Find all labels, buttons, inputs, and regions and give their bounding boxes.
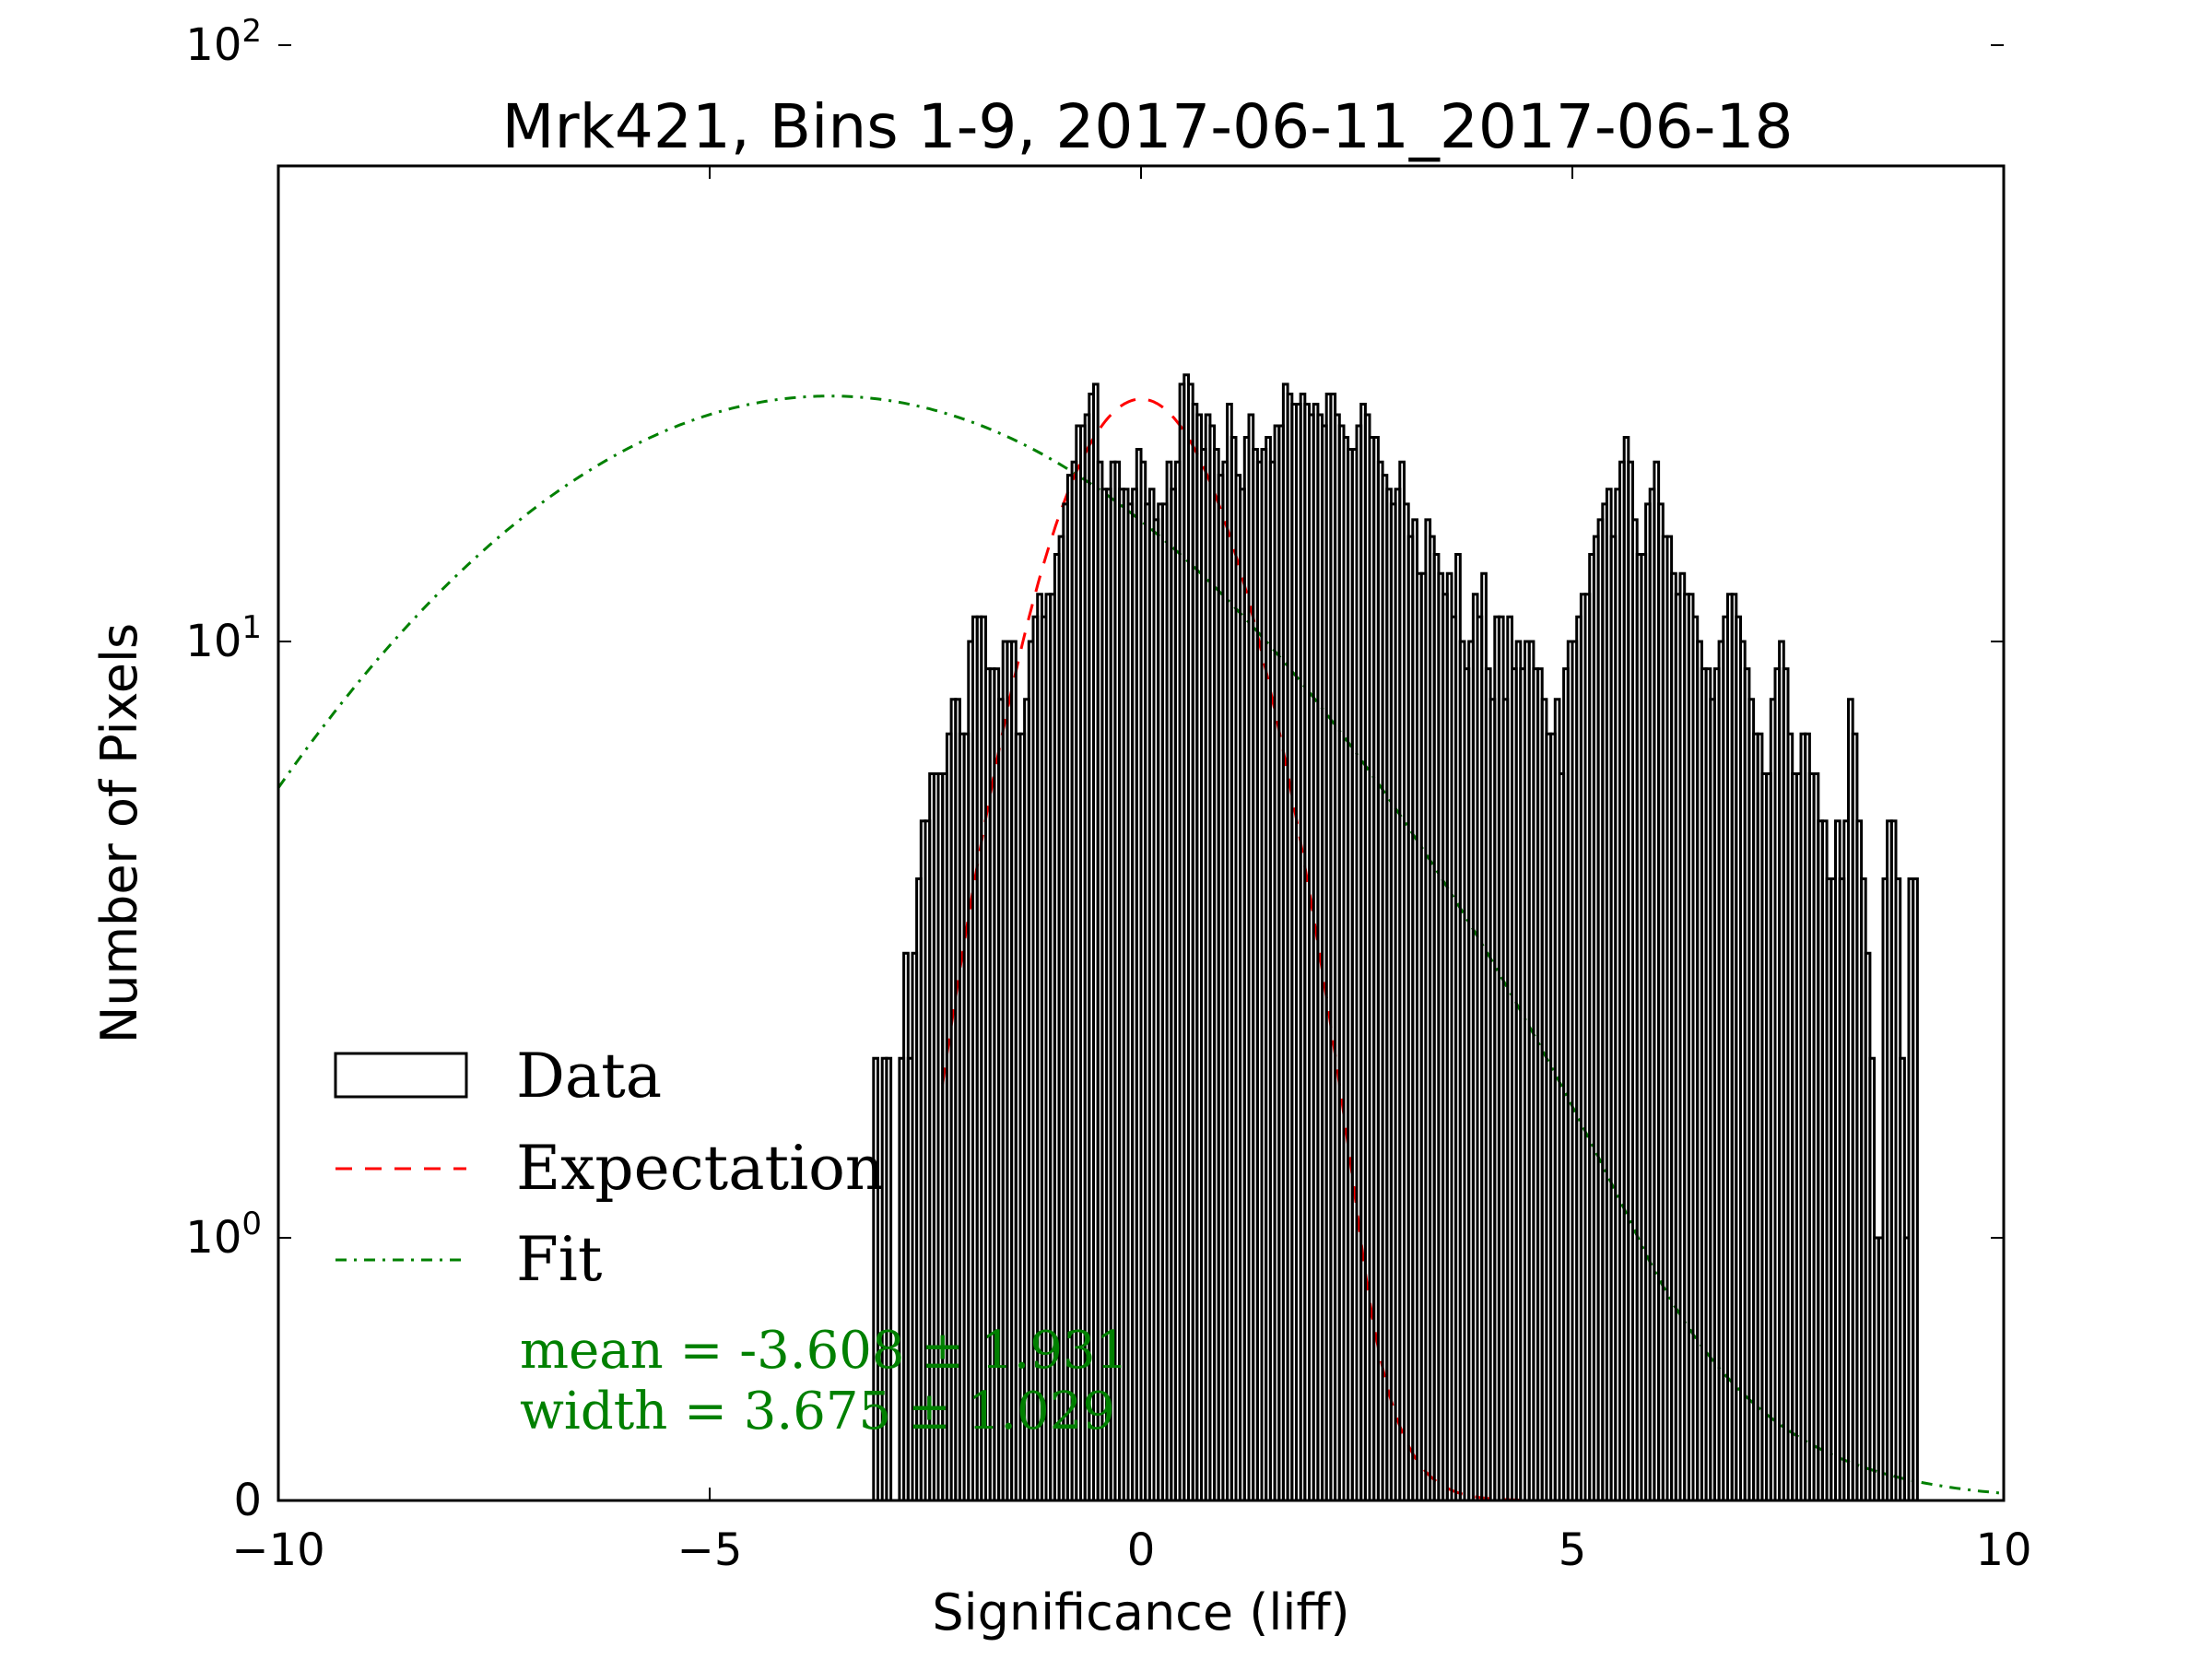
histogram-bar <box>872 1056 879 1500</box>
y-axis-label: Number of Pixels <box>90 623 148 1043</box>
legend: Data Expectation Fit <box>334 1041 884 1295</box>
x-tick-label: −10 <box>231 1524 324 1576</box>
plot-series <box>278 373 2004 1500</box>
histogram-bar <box>1912 877 1919 1500</box>
x-axis-label: Significance (liff) <box>932 1583 1349 1641</box>
chart-title: Mrk421, Bins 1-9, 2017-06-11_2017-06-18 <box>502 91 1794 162</box>
x-tick-label: 10 <box>1975 1524 2031 1576</box>
x-tick-label: −5 <box>677 1524 743 1576</box>
y-axis: 0 100 101 102 <box>185 13 2004 1526</box>
y-tick-label: 100 <box>185 1206 262 1264</box>
x-tick-label: 5 <box>1559 1524 1587 1576</box>
legend-data-label: Data <box>516 1041 662 1112</box>
y-tick-label: 0 <box>233 1475 262 1526</box>
fit-width-text: width = 3.675 ± 1.029 <box>520 1382 1115 1441</box>
y-tick-label: 102 <box>185 13 262 71</box>
data-histogram <box>872 373 1923 1500</box>
fit-mean-text: mean = -3.608 ± 1.931 <box>520 1321 1128 1381</box>
legend-expectation-label: Expectation <box>516 1133 884 1204</box>
x-axis: −10 −5 0 5 10 <box>231 166 2032 1576</box>
fit-curve <box>278 394 2004 1495</box>
plot-area <box>278 373 2004 1500</box>
legend-fit-label: Fit <box>516 1224 602 1295</box>
legend-data-swatch <box>334 1052 468 1099</box>
histogram-bar <box>885 1056 893 1500</box>
y-tick-label: 101 <box>185 609 262 667</box>
x-tick-label: 0 <box>1127 1524 1156 1576</box>
